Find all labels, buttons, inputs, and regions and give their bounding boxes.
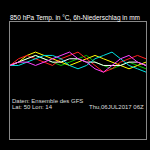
svg-text:Lat: 50 Lon: 14: Lat: 50 Lon: 14: [12, 104, 53, 110]
svg-text:Daten: Ensemble des GFS: Daten: Ensemble des GFS: [12, 98, 83, 104]
svg-text:Thu,06JUL2017 06Z: Thu,06JUL2017 06Z: [89, 104, 144, 110]
svg-text:850 hPa Temp. in °C, 6h-Nieder: 850 hPa Temp. in °C, 6h-Niederschlag in …: [10, 14, 140, 22]
